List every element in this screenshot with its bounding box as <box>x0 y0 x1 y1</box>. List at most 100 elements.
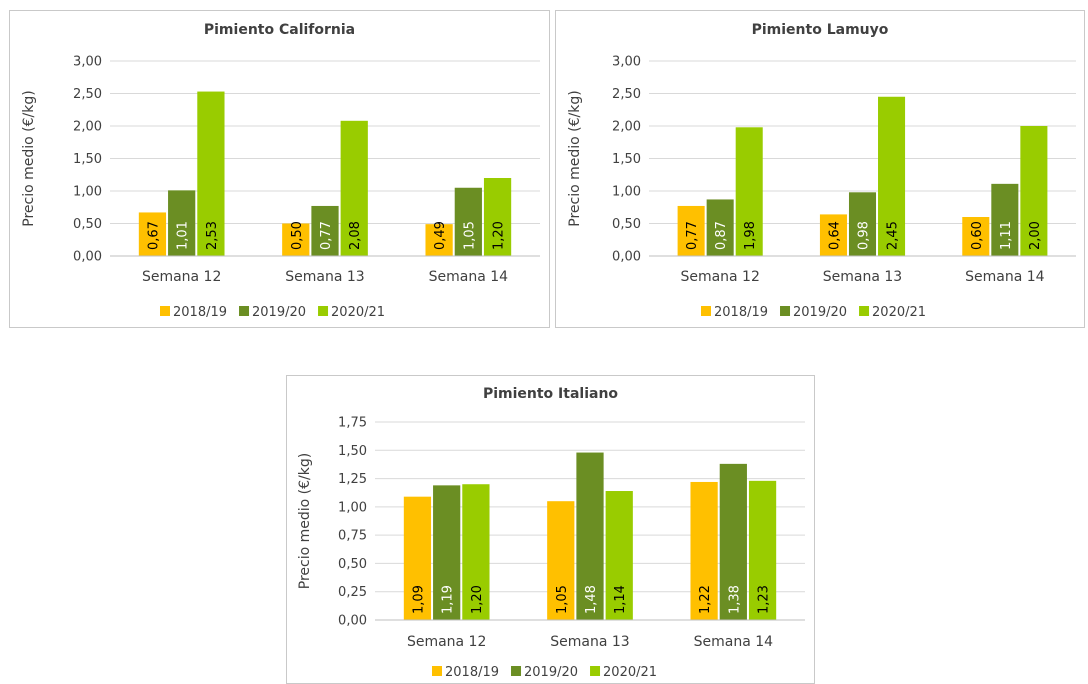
y-tick-label: 1,25 <box>338 472 367 487</box>
legend-label: 2019/20 <box>524 665 578 680</box>
chart-title: Pimiento Italiano <box>483 386 618 402</box>
legend-label: 2018/19 <box>714 305 768 320</box>
bar-2020-21-semana-14 <box>1020 126 1048 256</box>
y-tick-label: 0,50 <box>612 217 641 232</box>
legend-swatch <box>701 306 711 316</box>
bar-2020-21-semana-14 <box>748 480 777 620</box>
data-label: 2,00 <box>1028 221 1043 250</box>
bar-2019-20-semana-14 <box>991 183 1019 256</box>
y-tick-label: 0,25 <box>338 585 367 600</box>
y-tick-label: 2,00 <box>612 120 641 135</box>
x-category-label: Semana 12 <box>142 269 221 285</box>
data-label: 1,05 <box>555 585 570 614</box>
chart-pimiento-lamuyo: Pimiento Lamuyo 0,00 0,50 1,00 1,50 2,00 2,50 3… <box>555 10 1085 328</box>
data-label: 1,19 <box>441 585 456 614</box>
bar-2018-19-semana-14 <box>962 217 990 256</box>
data-label: 0,67 <box>146 221 161 250</box>
legend-label: 2018/19 <box>445 665 499 680</box>
bar-2019-20-semana-13 <box>576 452 604 620</box>
bar-2020-21-semana-13 <box>340 120 368 256</box>
data-label: 1,38 <box>727 585 742 614</box>
data-label: 0,87 <box>714 221 729 250</box>
bar-2019-20-semana-14 <box>719 463 747 620</box>
legend-swatch <box>239 306 250 316</box>
data-label: 0,64 <box>827 221 842 250</box>
x-category-label: Semana 13 <box>550 634 629 650</box>
bar-2018-19-semana-13 <box>819 214 847 256</box>
y-tick-label: 3,00 <box>612 55 641 70</box>
y-tick-label: 1,00 <box>73 185 102 200</box>
legend-label: 2019/20 <box>252 305 306 320</box>
data-label: 1,48 <box>584 585 599 614</box>
legend-swatch <box>511 666 522 676</box>
y-tick-label: 0,50 <box>73 217 102 232</box>
data-label: 2,08 <box>348 221 363 250</box>
y-axis-label: Precio medio (€/kg) <box>21 90 37 226</box>
x-category-label: Semana 12 <box>680 269 759 285</box>
legend-swatch <box>780 306 791 316</box>
data-label: 0,49 <box>433 221 448 250</box>
bar-2019-20-semana-13 <box>311 205 339 256</box>
data-label: 1,20 <box>492 221 507 250</box>
y-tick-label: 0,00 <box>73 250 102 265</box>
bar-2018-19-semana-14 <box>690 481 718 620</box>
y-tick-label: 1,50 <box>338 444 367 459</box>
bar-2019-20-semana-14 <box>454 187 482 256</box>
data-label: 1,22 <box>698 585 713 614</box>
chart-title: Pimiento Lamuyo <box>752 22 889 38</box>
y-tick-label: 0,50 <box>338 557 367 572</box>
y-tick-label: 1,00 <box>338 500 367 515</box>
y-tick-label: 0,00 <box>338 614 367 629</box>
bar-2018-19-semana-12 <box>403 496 432 620</box>
data-label: 0,60 <box>970 221 985 250</box>
legend-label: 2020/21 <box>331 305 385 320</box>
data-label: 2,53 <box>205 221 220 250</box>
x-category-label: Semana 14 <box>429 269 509 285</box>
chart-title: Pimiento California <box>204 22 355 38</box>
chart-svg: Pimiento Lamuyo 0,00 0,50 1,00 1,50 2,00 2,50 3… <box>567 22 1076 320</box>
bar-2018-19-semana-13 <box>282 223 310 256</box>
y-tick-label: 1,00 <box>612 185 641 200</box>
y-tick-label: 3,00 <box>73 55 102 70</box>
y-axis-label: Precio medio (€/kg) <box>567 90 583 226</box>
bar-2020-21-semana-12 <box>735 127 763 256</box>
chart-svg: Pimiento Italiano 0,00 0,25 0,50 0,75 1,00 1,2… <box>297 386 805 680</box>
y-tick-label: 0,00 <box>612 250 641 265</box>
y-tick-label: 2,50 <box>612 87 641 102</box>
data-label: 1,09 <box>411 585 426 614</box>
bar-2020-21-semana-14 <box>483 178 512 256</box>
data-label: 1,11 <box>999 221 1014 250</box>
bar-2019-20-semana-12 <box>706 199 734 256</box>
legend-swatch <box>160 306 170 316</box>
bar-2018-19-semana-13 <box>547 501 575 620</box>
data-label: 0,50 <box>290 221 305 250</box>
legend-swatch <box>318 306 329 316</box>
bar-2018-19-semana-12 <box>138 212 167 256</box>
legend-swatch <box>432 666 442 676</box>
legend-label: 2020/21 <box>872 305 926 320</box>
bar-2019-20-semana-13 <box>848 192 877 256</box>
data-label: 1,05 <box>462 221 477 250</box>
x-category-label: Semana 13 <box>823 269 902 285</box>
legend-label: 2018/19 <box>173 305 227 320</box>
chart-pimiento-italiano: Pimiento Italiano 0,00 0,25 0,50 0,75 1,00 1,2… <box>286 375 815 684</box>
bar-2019-20-semana-12 <box>168 190 196 256</box>
legend-label: 2019/20 <box>793 305 847 320</box>
legend-label: 2020/21 <box>603 665 657 680</box>
data-label: 0,98 <box>857 221 872 250</box>
data-label: 1,14 <box>613 585 628 614</box>
x-category-label: Semana 14 <box>694 634 774 650</box>
data-label: 1,98 <box>743 221 758 250</box>
bar-2018-19-semana-12 <box>677 205 705 256</box>
bar-2020-21-semana-12 <box>197 91 225 256</box>
bar-2018-19-semana-14 <box>425 224 453 256</box>
y-tick-label: 1,75 <box>338 416 367 431</box>
y-tick-label: 2,50 <box>73 87 102 102</box>
legend-swatch <box>590 666 601 676</box>
data-label: 0,77 <box>319 221 334 250</box>
x-category-label: Semana 12 <box>407 634 486 650</box>
data-label: 1,01 <box>176 221 191 250</box>
x-category-label: Semana 13 <box>285 269 364 285</box>
bar-2020-21-semana-12 <box>462 484 490 620</box>
x-category-label: Semana 14 <box>965 269 1045 285</box>
